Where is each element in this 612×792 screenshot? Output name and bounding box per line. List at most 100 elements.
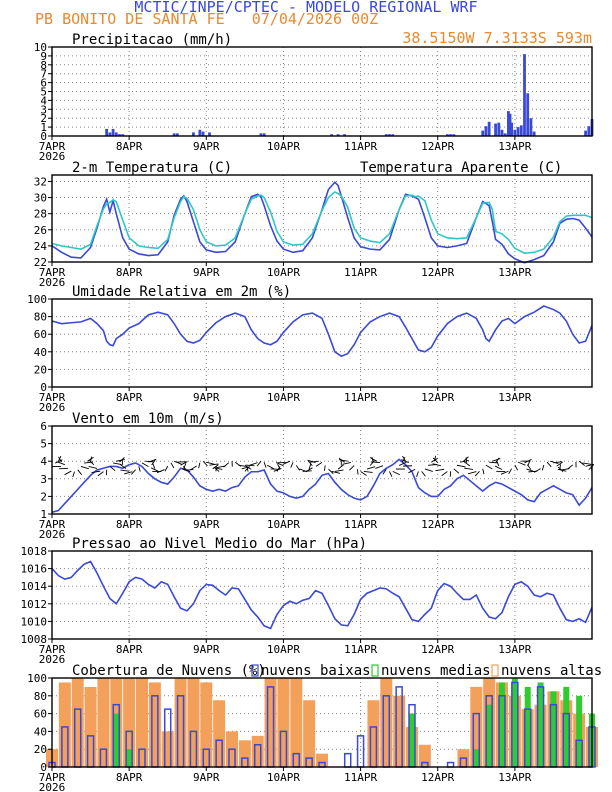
wind-vector	[282, 460, 291, 465]
y-tick-label: 1010	[21, 615, 48, 628]
wind-vector	[453, 468, 460, 474]
legend-swatch	[251, 664, 259, 677]
wind-vector	[180, 461, 188, 466]
x-tick-label: 11APR	[344, 771, 377, 784]
x-tick-label: 10APR	[267, 771, 300, 784]
chart-panel-3: 0 20 40 60 80 100 7APR 8APR 9APR 10APR 11APR 12APR 1…	[27, 284, 593, 414]
cloud-bar-nuvens-altas	[277, 678, 290, 767]
wind-vector	[138, 466, 141, 472]
wind-vector	[363, 470, 373, 473]
wind-vector	[508, 468, 513, 475]
cloud-bar-nuvens-altas	[380, 678, 393, 767]
x-tick-label: 8APR	[116, 643, 143, 656]
x-year-label: 2026	[39, 781, 66, 792]
x-tick-label: 12APR	[421, 771, 454, 784]
wind-vector	[434, 455, 437, 462]
wind-vector	[290, 462, 294, 468]
x-tick-label: 11APR	[344, 643, 377, 656]
y-tick-label: 2	[40, 112, 47, 125]
wind-vector	[156, 469, 165, 474]
wind-vector	[173, 460, 182, 465]
wind-vector	[323, 465, 326, 471]
x-tick-label: 12APR	[421, 643, 454, 656]
wind-vector	[389, 471, 393, 477]
wind-vector	[432, 457, 439, 463]
wind-vector	[349, 465, 355, 471]
x-tick-label: 9APR	[193, 391, 220, 404]
precip-bar	[208, 132, 211, 136]
precip-bar	[519, 125, 523, 136]
cloud-bar-nuvens-altas	[200, 682, 213, 767]
precip-bar	[494, 123, 497, 136]
wind-vector	[401, 459, 409, 463]
chart-panel-4: 1 2 3 4 5 6 7APR 8APR 9APR 10APR 11APR 12APR 13APR 20…	[39, 411, 595, 541]
cloud-bar-nuvens-altas	[393, 695, 406, 767]
wind-vector	[424, 468, 433, 472]
wind-vector	[366, 466, 376, 470]
wind-vector	[553, 461, 563, 464]
wind-vector	[198, 462, 201, 469]
precip-bar	[526, 93, 530, 136]
wind-vector	[337, 464, 344, 470]
x-tick-label: 12APR	[421, 266, 454, 279]
y-tick-label: 80	[34, 311, 47, 324]
wind-vector	[315, 462, 323, 467]
x-tick-label: 13APR	[498, 643, 531, 656]
panel-title: Precipitacao (mm/h)	[72, 32, 232, 48]
x-year-label: 2026	[39, 653, 66, 666]
cloud-bar-nuvens-medias	[537, 682, 544, 767]
plot-frame	[51, 550, 593, 640]
wind-vector	[151, 459, 156, 466]
wind-vector	[150, 467, 159, 472]
series-line	[51, 560, 593, 630]
wind-vector	[87, 456, 94, 462]
cloud-bar-nuvens-altas	[303, 700, 316, 767]
wind-vector	[57, 461, 66, 466]
precip-bar	[330, 134, 334, 136]
x-tick-label: 13APR	[498, 140, 531, 153]
y-tick-label: 1012	[21, 598, 48, 611]
precip-bar	[584, 130, 587, 136]
wind-vector	[91, 470, 101, 473]
y-tick-label: 60	[34, 328, 47, 341]
y-tick-label: 0	[40, 381, 47, 394]
x-tick-label: 11APR	[344, 140, 377, 153]
legend-label: nuvens baixas	[261, 663, 371, 679]
precip-bar	[172, 133, 176, 136]
cloud-bar-nuvens-altas	[97, 678, 110, 767]
y-tick-label: 8	[40, 59, 47, 72]
wind-vector	[58, 456, 63, 463]
cloud-bar-nuvens-medias	[511, 678, 518, 767]
y-tick-label: 26	[34, 224, 47, 237]
y-tick-label: 9	[40, 50, 47, 63]
cloud-bar-nuvens-altas	[290, 678, 303, 767]
precip-bar	[449, 134, 452, 136]
wind-vector	[309, 460, 319, 463]
precip-bar	[587, 126, 591, 136]
precip-bar	[262, 133, 266, 136]
y-tick-label: 1	[40, 121, 47, 134]
wind-vector	[546, 461, 552, 468]
wind-vector	[131, 469, 136, 475]
chart-panel-5: 1008 1010 1012 1014 1016 1018 7APR 8APR 9APR 10AP…	[21, 536, 593, 666]
cloud-bar-nuvens-medias	[576, 695, 583, 767]
wind-vector	[72, 471, 75, 478]
x-tick-label: 10APR	[267, 266, 300, 279]
precip-bar	[198, 129, 202, 136]
cloud-bar-nuvens-altas	[136, 678, 148, 767]
cloud-bar-nuvens-altas	[174, 678, 187, 767]
wind-vector	[338, 459, 348, 462]
precip-bar	[108, 132, 112, 136]
x-tick-label: 10APR	[267, 140, 300, 153]
wind-vector	[223, 462, 230, 468]
legend-label: nuvens altas	[501, 663, 602, 679]
x-tick-label: 9APR	[193, 771, 220, 784]
chart-panel-6: 0 20 40 60 80 100 7APR 8APR 9APR 10APR 11APR 12APR 1…	[27, 663, 602, 792]
wind-vector	[124, 471, 133, 475]
precip-bar	[481, 130, 485, 136]
cloud-bar-nuvens-medias	[409, 713, 415, 767]
y-tick-label: 20	[34, 363, 47, 376]
wind-vector	[275, 462, 284, 467]
wind-vector	[460, 460, 469, 463]
